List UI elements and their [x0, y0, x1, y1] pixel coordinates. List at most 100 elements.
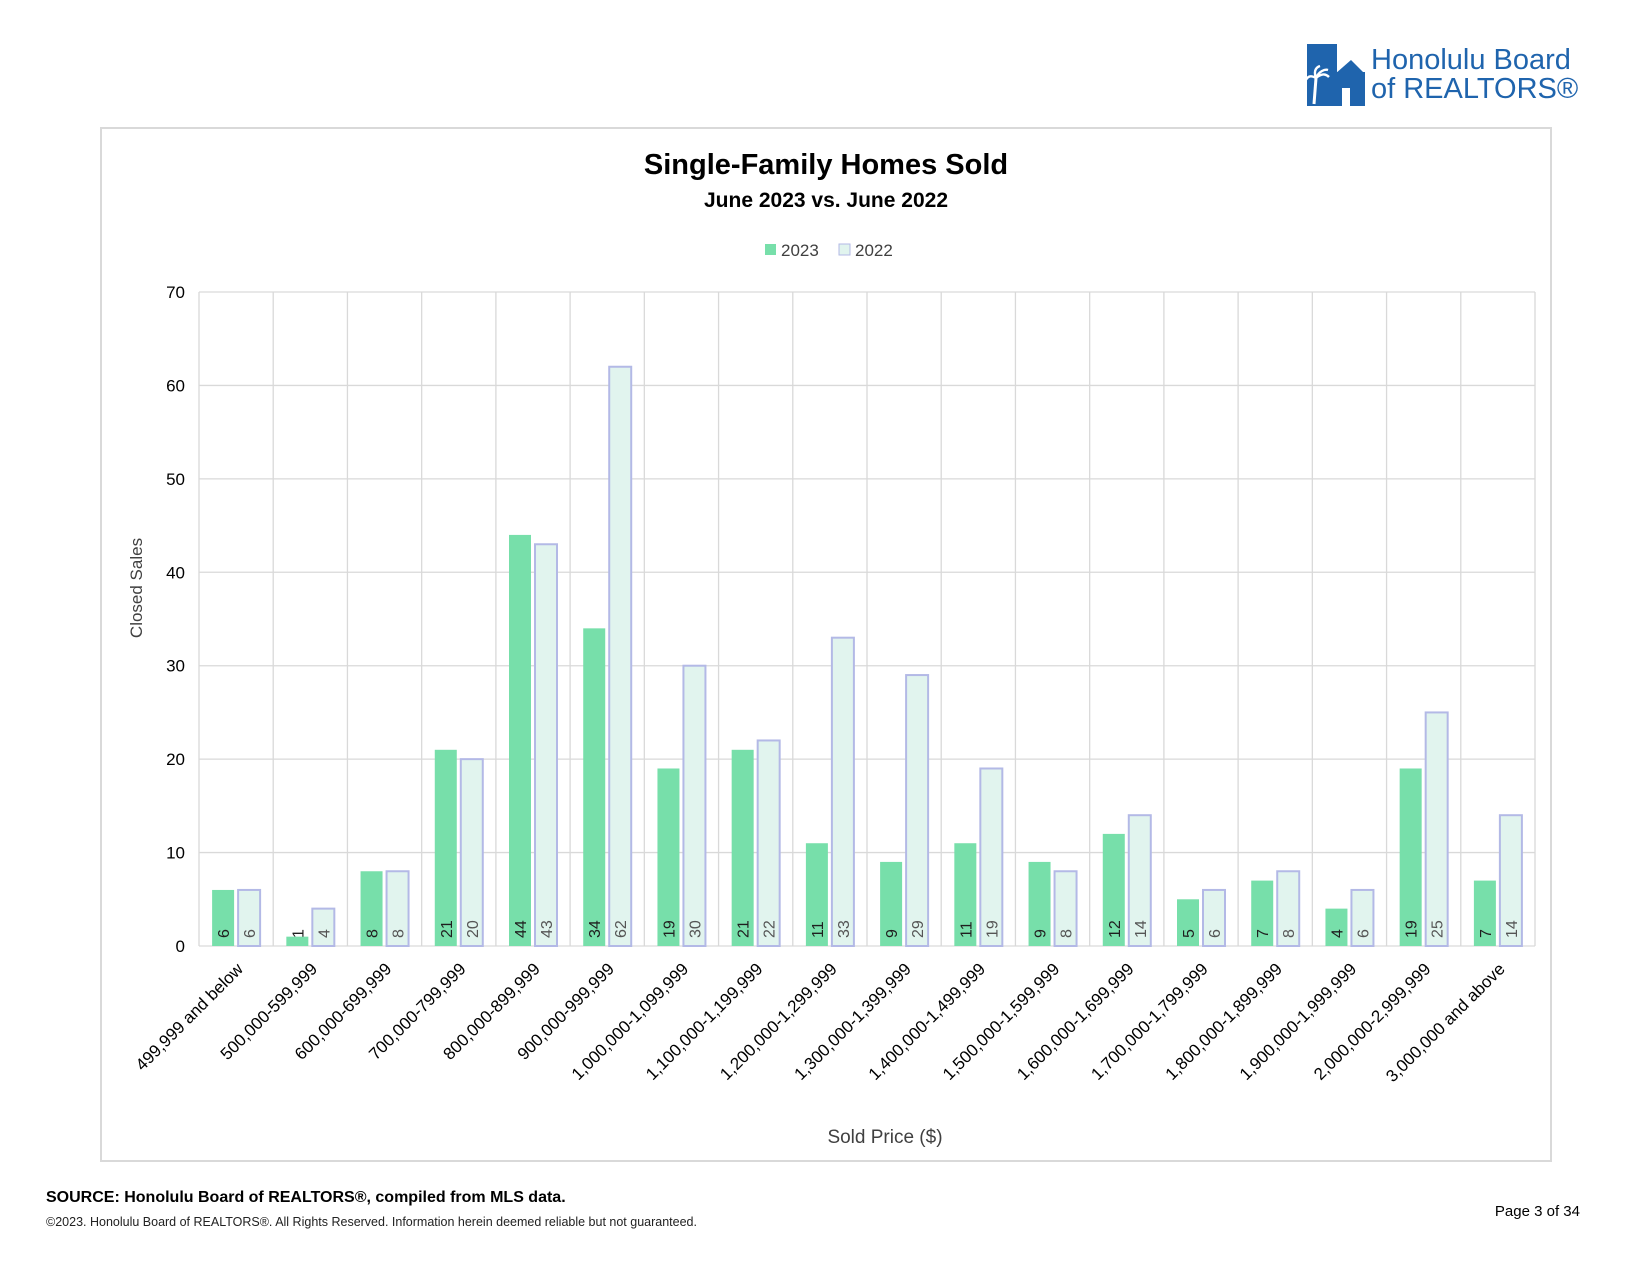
bar-2023: [954, 843, 977, 946]
bar-value-label: 19: [984, 920, 1001, 938]
bar-value-label: 29: [910, 920, 927, 938]
source-note: SOURCE: Honolulu Board of REALTORS®, com…: [46, 1189, 566, 1206]
bar-value-label: 6: [1355, 929, 1372, 938]
bar-value-label: 4: [1329, 929, 1346, 938]
bar-value-label: 6: [1207, 929, 1224, 938]
bar-2023: [509, 534, 531, 946]
bar-value-label: 33: [836, 920, 853, 938]
legend-label-2022: 2022: [855, 241, 893, 260]
legend-swatch-2023: [765, 244, 776, 255]
bar-2023: [805, 843, 828, 946]
y-tick-label: 30: [166, 657, 185, 676]
bar-2023: [212, 889, 235, 946]
bar-2022: [608, 365, 633, 947]
bar-2023: [1102, 833, 1125, 946]
bar-2022: [237, 888, 262, 948]
bar-2022: [459, 758, 484, 948]
bar-value-labels: 6 1 8 21 44 34 19 21 11 9 11 9 12 5 7 4 19 76 4 8 20 43 62 30 22…: [216, 920, 1521, 938]
bar-2023: [731, 749, 754, 946]
bar-2023: [360, 871, 383, 946]
bar-2023: [434, 749, 457, 946]
bar-value-label: 21: [439, 920, 456, 938]
bar-2023: [880, 861, 903, 946]
bar-value-label: 7: [1478, 929, 1495, 938]
bar-2023: [1473, 880, 1496, 946]
bar-2022: [979, 767, 1004, 947]
bar-2022: [534, 543, 558, 947]
bar-value-label: 20: [465, 920, 482, 938]
bars: [212, 365, 1523, 948]
y-tick-label: 50: [166, 470, 185, 489]
bar-value-label: 8: [365, 929, 382, 938]
bar-value-label: 14: [1133, 920, 1150, 938]
y-tick-label: 60: [166, 376, 185, 395]
bar-value-label: 14: [1504, 920, 1521, 938]
bar-2022: [682, 664, 707, 947]
bar-2023: [583, 628, 606, 946]
bar-value-label: 25: [1430, 920, 1447, 938]
x-axis-title: Sold Price ($): [827, 1127, 942, 1148]
bar-value-label: 11: [958, 921, 975, 938]
legend-label-2023: 2023: [781, 241, 819, 260]
bar-2022: [1424, 711, 1449, 948]
bar-2022: [1127, 814, 1152, 948]
y-axis-ticks: 0 10 20 30 40 50 60 70: [166, 283, 185, 956]
y-tick-label: 20: [166, 750, 185, 769]
legend: 2023 2022: [765, 241, 893, 260]
bar-value-label: 21: [736, 920, 753, 938]
chart-frame: [100, 127, 1552, 1162]
bar-2023: [1028, 861, 1051, 946]
bar-value-label: 44: [513, 920, 530, 938]
bar-value-label: 9: [884, 929, 901, 938]
bar-value-label: 8: [1281, 929, 1298, 938]
bar-2022: [1202, 888, 1226, 948]
chart-title: Single-Family Homes Sold: [644, 149, 1008, 181]
bar-value-label: 62: [613, 920, 630, 938]
bar-value-label: 43: [539, 920, 556, 938]
logo-line-1: Honolulu Board: [1371, 44, 1571, 76]
bar-value-label: 22: [762, 920, 779, 938]
page-number: Page 3 of 34: [1494, 1203, 1580, 1220]
bar-value-label: 6: [242, 929, 259, 938]
bar-2023: [1325, 908, 1348, 946]
bar-2022: [311, 907, 336, 948]
copyright-note: ©2023. Honolulu Board of REALTORS®. All …: [46, 1215, 697, 1229]
bar-value-label: 4: [316, 929, 333, 938]
bar-2023: [286, 936, 309, 946]
y-tick-label: 0: [176, 937, 185, 956]
bar-value-label: 7: [1255, 929, 1272, 938]
x-axis-ticks: 499,999 and below500,000-599,999600,000-…: [132, 959, 1509, 1086]
y-tick-label: 70: [166, 283, 185, 302]
y-tick-label: 10: [166, 844, 185, 863]
bar-2022: [1053, 870, 1078, 947]
bar-value-label: 6: [216, 929, 233, 938]
bar-2022: [385, 870, 410, 947]
bar-2022: [830, 636, 855, 948]
bar-value-label: 19: [661, 920, 678, 938]
bar-value-label: 5: [1181, 929, 1198, 938]
bar-value-label: 1: [290, 929, 307, 938]
brand-logo: Honolulu Board of REALTORS®: [1305, 44, 1635, 106]
gridlines: [198, 291, 1536, 947]
bar-2023: [657, 768, 680, 946]
bar-2023: [1177, 899, 1199, 946]
bar-2022: [1498, 814, 1523, 948]
bar-2023: [1251, 880, 1274, 946]
bar-value-label: 8: [1059, 929, 1076, 938]
bar-value-label: 19: [1404, 920, 1421, 938]
bar-2023: [1399, 768, 1422, 946]
bar-value-label: 30: [687, 920, 704, 938]
bar-2022: [756, 739, 781, 948]
logo-line-2: of REALTORS®: [1371, 73, 1579, 105]
bar-value-label: 9: [1033, 929, 1050, 938]
bar-value-label: 12: [1107, 920, 1124, 938]
bar-value-label: 34: [587, 920, 604, 938]
bar-2022: [905, 674, 930, 947]
chart-subtitle: June 2023 vs. June 2022: [704, 189, 948, 212]
y-tick-label: 40: [166, 563, 185, 582]
bar-2022: [1276, 870, 1301, 947]
palm-house-logo-icon: [1305, 44, 1365, 106]
brand-logo-text: Honolulu Board of REALTORS®: [1371, 46, 1578, 104]
bar-value-label: 8: [391, 929, 408, 938]
